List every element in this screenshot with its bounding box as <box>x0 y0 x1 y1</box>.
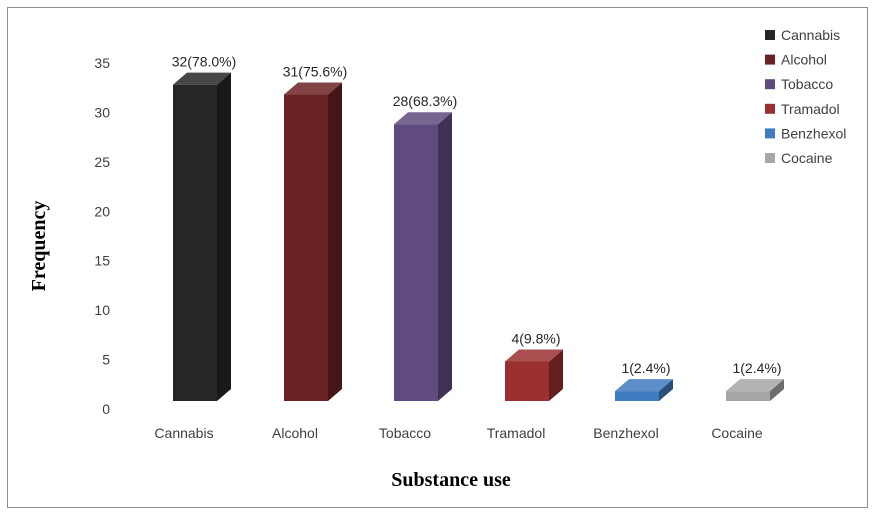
y-tick-label: 0 <box>102 401 110 417</box>
legend-swatch <box>765 79 775 90</box>
y-tick-label: 25 <box>94 154 110 170</box>
bar-front-face <box>284 94 328 402</box>
category-label: Cocaine <box>711 425 763 441</box>
legend-item: Cocaine <box>765 150 833 166</box>
bar-cocaine <box>726 379 784 401</box>
y-axis-ticks: 0 5 10 15 20 25 30 35 <box>94 55 110 417</box>
bar-side-face <box>217 72 231 402</box>
bar-front-face <box>394 124 438 401</box>
bar-tramadol <box>505 349 563 401</box>
category-label: Cannabis <box>154 425 213 441</box>
legend-label: Tobacco <box>781 76 833 92</box>
bar-side-face <box>659 379 673 401</box>
bar-top-face <box>394 112 452 125</box>
data-labels: 32(78.0%) 31(75.6%) 28(68.3%) 4(9.8%) 1(2.4%… <box>172 54 782 376</box>
x-axis-title: Substance use <box>391 469 511 491</box>
y-tick-label: 5 <box>102 352 110 368</box>
bar-top-face <box>726 379 784 392</box>
bar-alcohol <box>284 82 342 402</box>
category-label: Benzhexol <box>593 425 658 441</box>
bar-top-face <box>173 72 231 85</box>
data-label: 1(2.4%) <box>621 360 670 376</box>
category-label: Tramadol <box>487 425 546 441</box>
data-label: 1(2.4%) <box>732 360 781 376</box>
legend-item: Alcohol <box>765 52 827 68</box>
bar-tobacco <box>394 112 452 401</box>
y-tick-label: 15 <box>94 253 110 269</box>
data-label: 28(68.3%) <box>393 93 458 109</box>
legend-swatch <box>765 103 775 114</box>
bar-front-face <box>505 361 549 401</box>
bar-top-face <box>284 82 342 95</box>
legend-label: Benzhexol <box>781 125 846 141</box>
bar-side-face <box>770 379 784 401</box>
category-label: Alcohol <box>272 425 318 441</box>
legend-swatch <box>765 54 775 65</box>
category-labels: Cannabis Alcohol Tobacco Tramadol Benzhexol C… <box>154 425 762 441</box>
legend-item: Benzhexol <box>765 125 846 141</box>
bars <box>173 72 784 402</box>
legend-label: Cocaine <box>781 150 833 166</box>
legend-swatch <box>765 153 775 163</box>
bar-front-face <box>726 391 770 401</box>
y-axis-title: Frequency <box>28 201 50 292</box>
legend-item: Cannabis <box>765 27 840 43</box>
y-tick-label: 20 <box>94 203 110 219</box>
data-label: 31(75.6%) <box>283 64 348 80</box>
legend-swatch <box>765 30 775 40</box>
legend-swatch <box>765 128 775 139</box>
legend-item: Tramadol <box>765 101 840 117</box>
data-label: 32(78.0%) <box>172 54 237 70</box>
bar-side-face <box>438 112 452 401</box>
legend-label: Cannabis <box>781 27 840 43</box>
legend-item: Tobacco <box>765 76 833 92</box>
category-label: Tobacco <box>379 425 431 441</box>
bar-front-face <box>173 84 217 402</box>
bar-side-face <box>328 82 342 402</box>
legend-label: Alcohol <box>781 52 827 68</box>
legend-label: Tramadol <box>781 101 840 117</box>
bar-side-face <box>549 349 563 401</box>
legend: Cannabis Alcohol Tobacco Tramadol Benzhexol C… <box>765 27 846 166</box>
bar-front-face <box>615 391 659 401</box>
bar-top-face <box>505 349 563 362</box>
y-tick-label: 10 <box>94 302 110 318</box>
data-label: 4(9.8%) <box>511 330 560 346</box>
bar-cannabis <box>173 72 231 402</box>
bar-benzhexol <box>615 379 673 401</box>
y-tick-label: 30 <box>94 104 110 120</box>
y-tick-label: 35 <box>94 55 110 71</box>
bar-top-face <box>615 379 673 392</box>
